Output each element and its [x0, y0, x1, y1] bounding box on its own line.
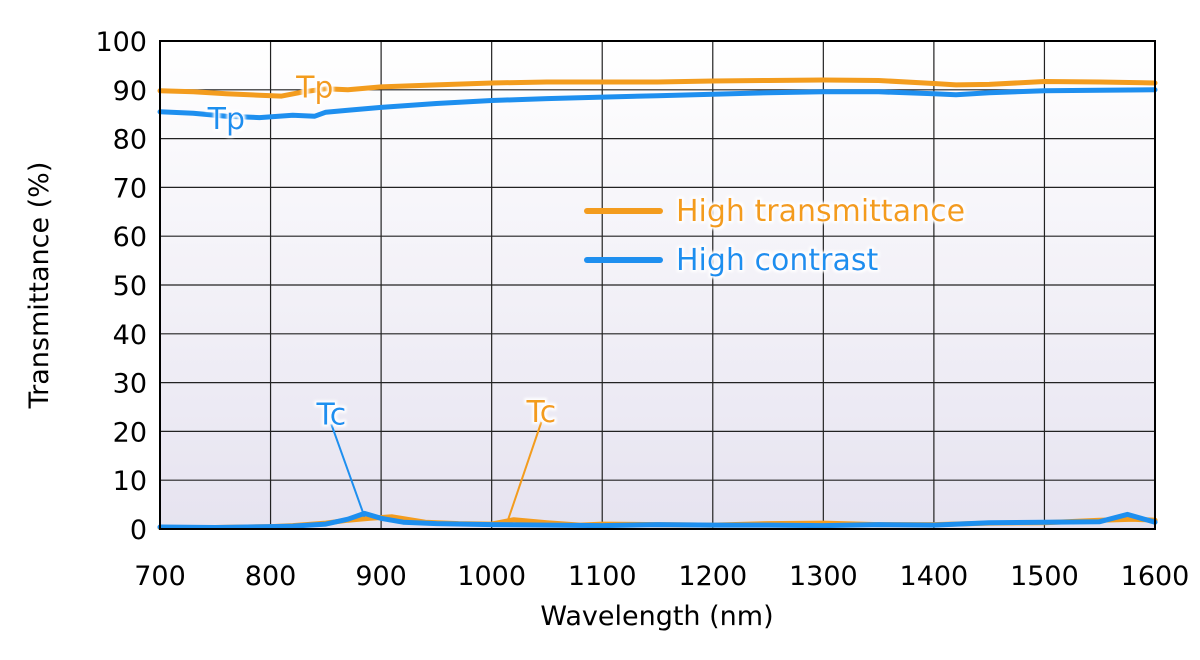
- y-tick-100: 100: [95, 27, 147, 58]
- y-tick-80: 80: [113, 125, 147, 156]
- annotation-label-2: Tc: [315, 397, 346, 432]
- series-tc-high-contrast: [157, 510, 1158, 530]
- x-tick-800: 800: [245, 561, 297, 592]
- annotation-label-3: Tc: [526, 395, 557, 430]
- annotation-leader-3: [507, 421, 543, 520]
- x-tick-1200: 1200: [678, 561, 747, 592]
- x-tick-900: 900: [355, 561, 407, 592]
- x-tick-1600: 1600: [1121, 561, 1190, 592]
- plot-frame: [159, 40, 1156, 530]
- y-axis-label: Transmittance (%): [24, 162, 55, 410]
- annotation-label-1: Tp: [207, 102, 245, 137]
- y-tick-60: 60: [113, 222, 147, 253]
- series-tp-high-transmittance: [157, 77, 1158, 99]
- x-tick-1100: 1100: [568, 561, 637, 592]
- series-tp-high-contrast: [157, 87, 1158, 121]
- x-axis-label: Wavelength (nm): [540, 601, 773, 632]
- y-tick-30: 30: [113, 369, 147, 400]
- y-tick-50: 50: [113, 271, 147, 302]
- x-tick-1300: 1300: [789, 561, 858, 592]
- legend-label-high-transmittance: High transmittance: [676, 194, 965, 229]
- x-tick-1000: 1000: [457, 561, 526, 592]
- x-tick-1500: 1500: [1010, 561, 1079, 592]
- x-tick-labels: 700 800 900 1000 1100 1200 1300 1400 1500 1600: [134, 561, 1189, 592]
- y-tick-40: 40: [113, 320, 147, 351]
- x-tick-700: 700: [134, 561, 186, 592]
- series-lines: [157, 77, 1158, 530]
- y-tick-20: 20: [113, 417, 147, 448]
- y-tick-90: 90: [113, 76, 147, 107]
- legend: High transmittance High contrast: [584, 194, 965, 278]
- x-tick-1400: 1400: [900, 561, 969, 592]
- annotations: Tp Tp Tc Tc: [207, 70, 557, 520]
- annotation-label-0: Tp: [295, 70, 333, 105]
- y-tick-0: 0: [130, 515, 147, 546]
- legend-label-high-contrast: High contrast: [676, 243, 878, 278]
- annotation-leader-2: [330, 423, 366, 518]
- y-tick-10: 10: [113, 466, 147, 497]
- y-tick-70: 70: [113, 173, 147, 204]
- y-tick-labels: 0 10 20 30 40 50 60 70 80 90 100: [95, 27, 147, 546]
